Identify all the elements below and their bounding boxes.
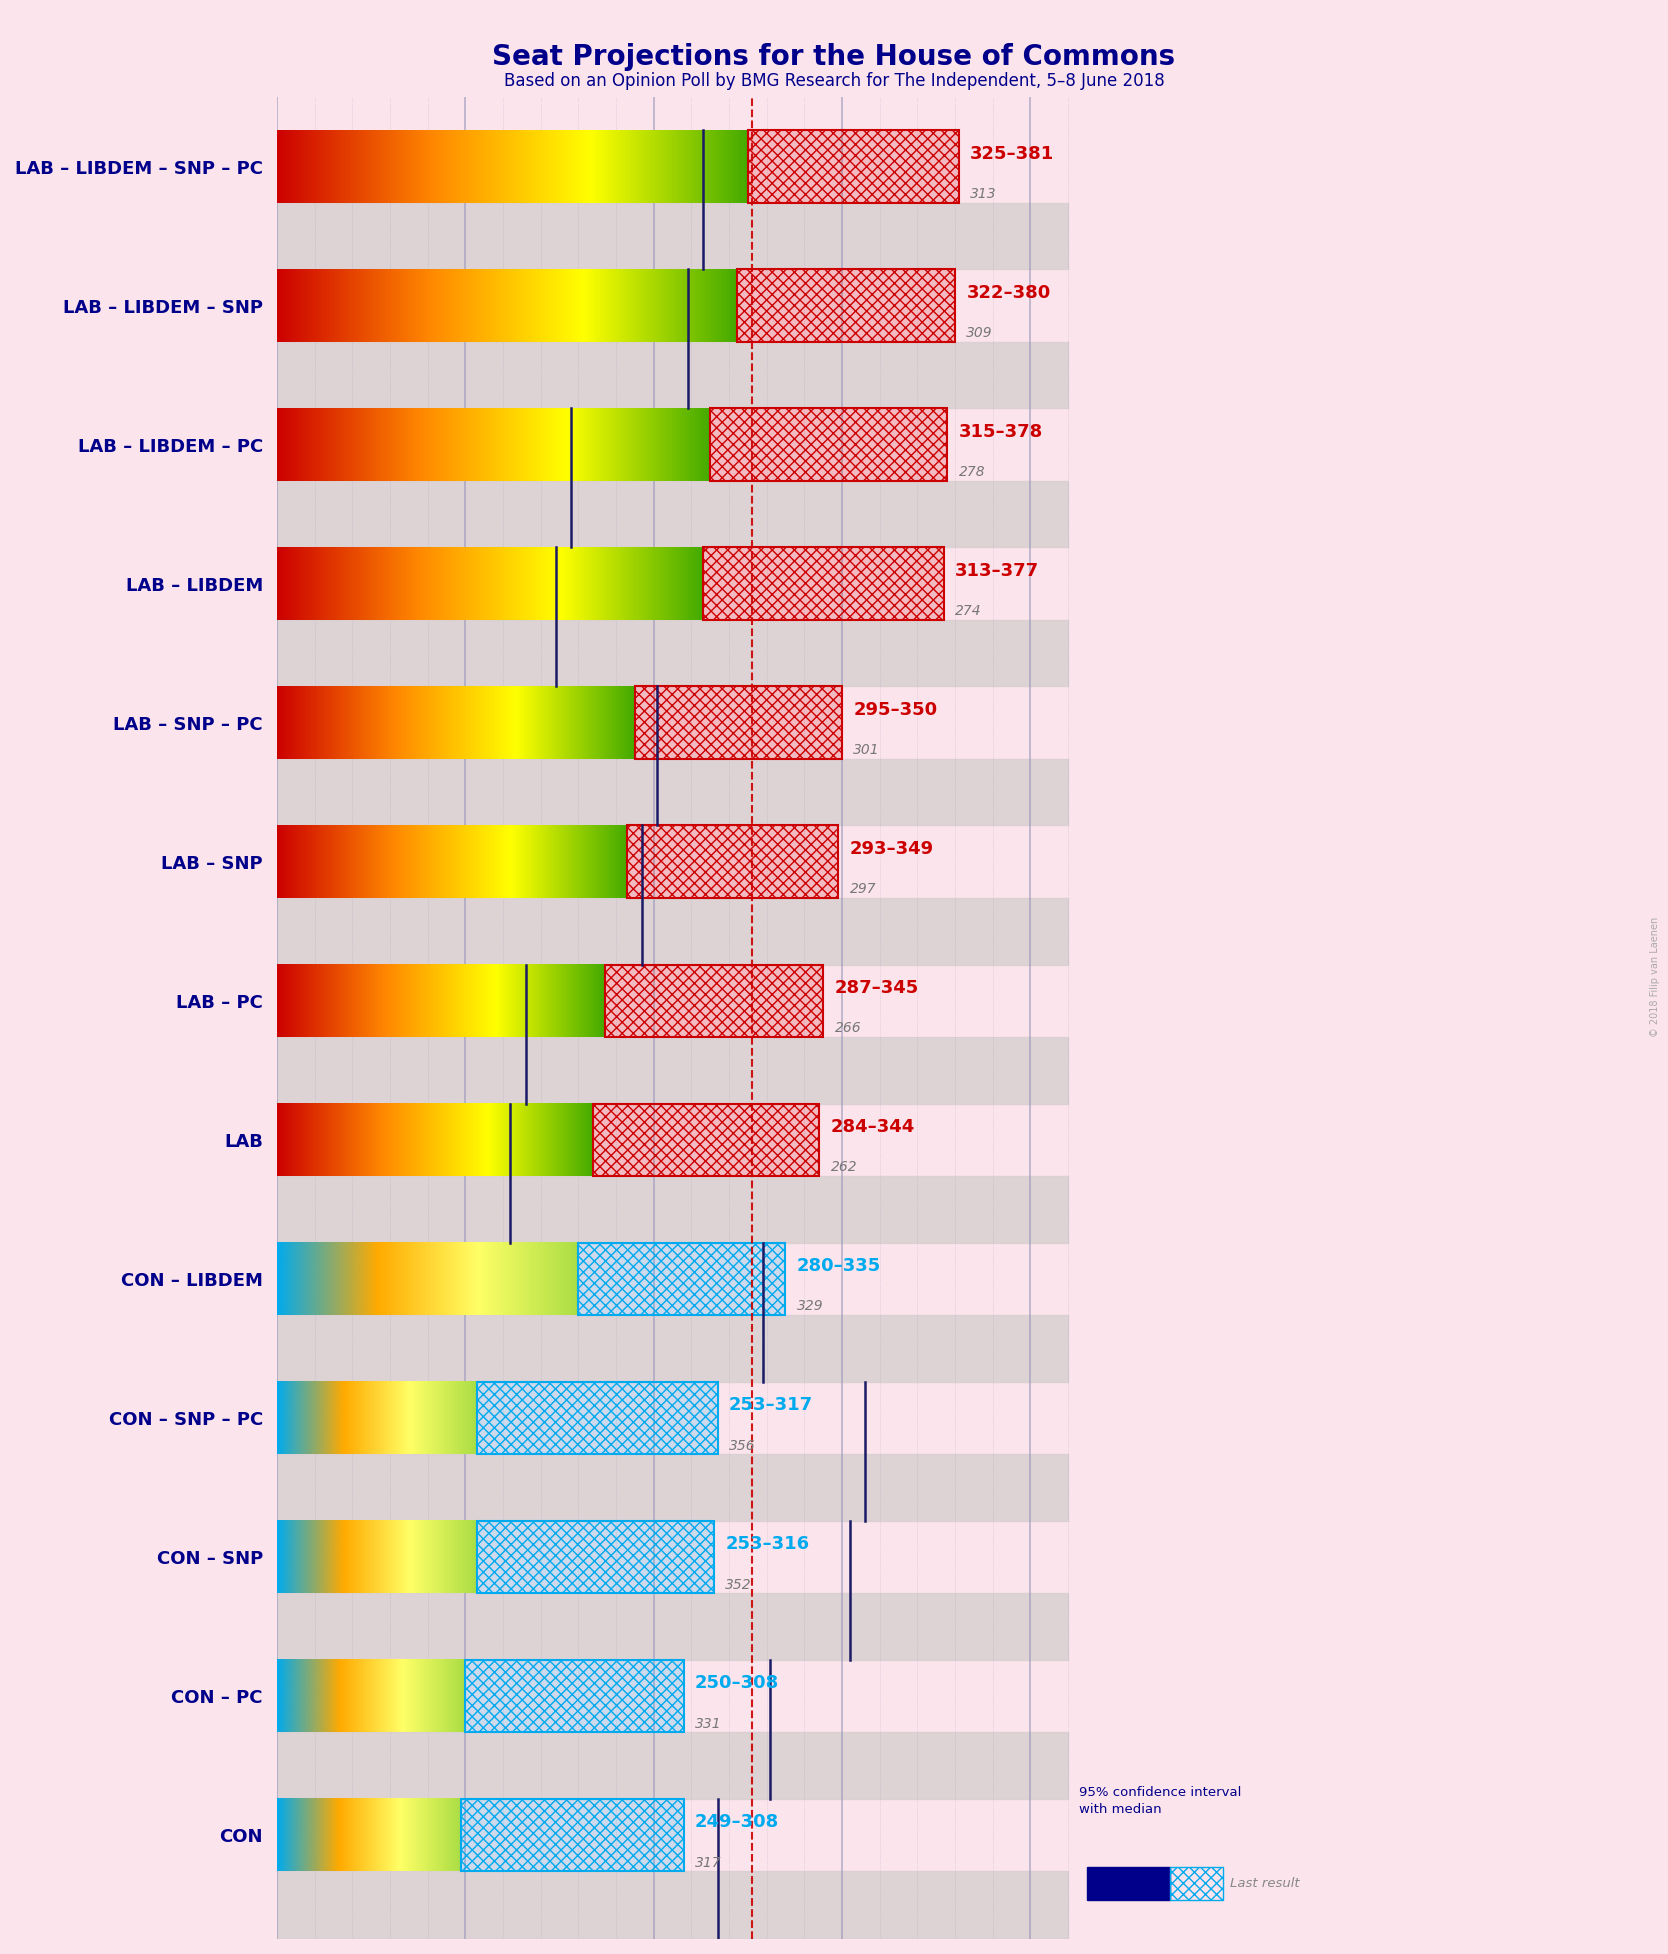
Text: Last result: Last result xyxy=(1229,1878,1299,1890)
Bar xyxy=(477,1520,714,1593)
Text: 278: 278 xyxy=(959,465,986,479)
Text: 295–350: 295–350 xyxy=(854,701,937,719)
Bar xyxy=(462,1798,684,1870)
Bar xyxy=(277,1454,1068,1520)
Bar xyxy=(579,1243,786,1315)
Text: 325–381: 325–381 xyxy=(971,145,1054,162)
Bar xyxy=(477,1381,717,1454)
Bar xyxy=(277,1593,1068,1659)
Bar xyxy=(747,131,959,203)
Bar xyxy=(636,686,842,758)
Text: 266: 266 xyxy=(834,1022,861,1036)
Bar xyxy=(605,965,824,1038)
Text: 95% confidence interval
with median: 95% confidence interval with median xyxy=(1079,1786,1241,1815)
Bar xyxy=(477,1381,717,1454)
Text: 313: 313 xyxy=(971,188,997,201)
Bar xyxy=(747,131,959,203)
Bar xyxy=(627,825,839,897)
Text: 352: 352 xyxy=(726,1577,752,1591)
Text: 297: 297 xyxy=(849,883,876,897)
Text: 284–344: 284–344 xyxy=(831,1118,916,1135)
Bar xyxy=(462,1798,684,1870)
Bar xyxy=(465,1659,684,1731)
Text: 249–308: 249–308 xyxy=(696,1813,779,1831)
Bar xyxy=(277,1315,1068,1381)
Bar xyxy=(702,547,944,619)
Bar xyxy=(711,408,947,481)
Bar xyxy=(1169,1866,1223,1899)
Bar xyxy=(737,270,956,342)
Bar xyxy=(636,686,842,758)
Bar xyxy=(277,1176,1068,1243)
Text: 287–345: 287–345 xyxy=(834,979,919,997)
Text: 274: 274 xyxy=(956,604,982,617)
Text: Seat Projections for the House of Commons: Seat Projections for the House of Common… xyxy=(492,43,1176,70)
Text: 280–335: 280–335 xyxy=(797,1256,881,1276)
Bar xyxy=(702,547,944,619)
Bar xyxy=(605,965,824,1038)
Bar xyxy=(1088,1866,1169,1899)
Bar xyxy=(737,270,956,342)
Bar xyxy=(277,1731,1068,1798)
Bar xyxy=(579,1243,786,1315)
Text: © 2018 Filip van Laenen: © 2018 Filip van Laenen xyxy=(1650,916,1660,1038)
Text: 250–308: 250–308 xyxy=(696,1675,779,1692)
Text: 329: 329 xyxy=(797,1299,824,1313)
Bar xyxy=(277,619,1068,686)
Text: 315–378: 315–378 xyxy=(959,424,1042,442)
Text: 331: 331 xyxy=(696,1716,722,1731)
Bar xyxy=(594,1104,819,1176)
Text: 253–316: 253–316 xyxy=(726,1536,809,1553)
Text: 356: 356 xyxy=(729,1438,756,1452)
Text: 301: 301 xyxy=(854,743,881,758)
Bar xyxy=(277,897,1068,965)
Text: 317: 317 xyxy=(696,1856,722,1870)
Bar xyxy=(277,1870,1068,1938)
Bar xyxy=(465,1659,684,1731)
Bar xyxy=(277,758,1068,825)
Text: 293–349: 293–349 xyxy=(849,840,934,858)
Text: 309: 309 xyxy=(966,326,992,340)
Text: 253–317: 253–317 xyxy=(729,1397,812,1415)
Bar xyxy=(477,1520,714,1593)
Bar xyxy=(277,203,1068,270)
Bar xyxy=(711,408,947,481)
Bar xyxy=(627,825,839,897)
Bar xyxy=(277,342,1068,408)
Text: 262: 262 xyxy=(831,1161,857,1174)
Bar xyxy=(594,1104,819,1176)
Bar xyxy=(277,1038,1068,1104)
Text: 313–377: 313–377 xyxy=(956,563,1039,580)
Text: Based on an Opinion Poll by BMG Research for The Independent, 5–8 June 2018: Based on an Opinion Poll by BMG Research… xyxy=(504,72,1164,90)
Text: 322–380: 322–380 xyxy=(966,283,1051,303)
Bar xyxy=(277,481,1068,547)
